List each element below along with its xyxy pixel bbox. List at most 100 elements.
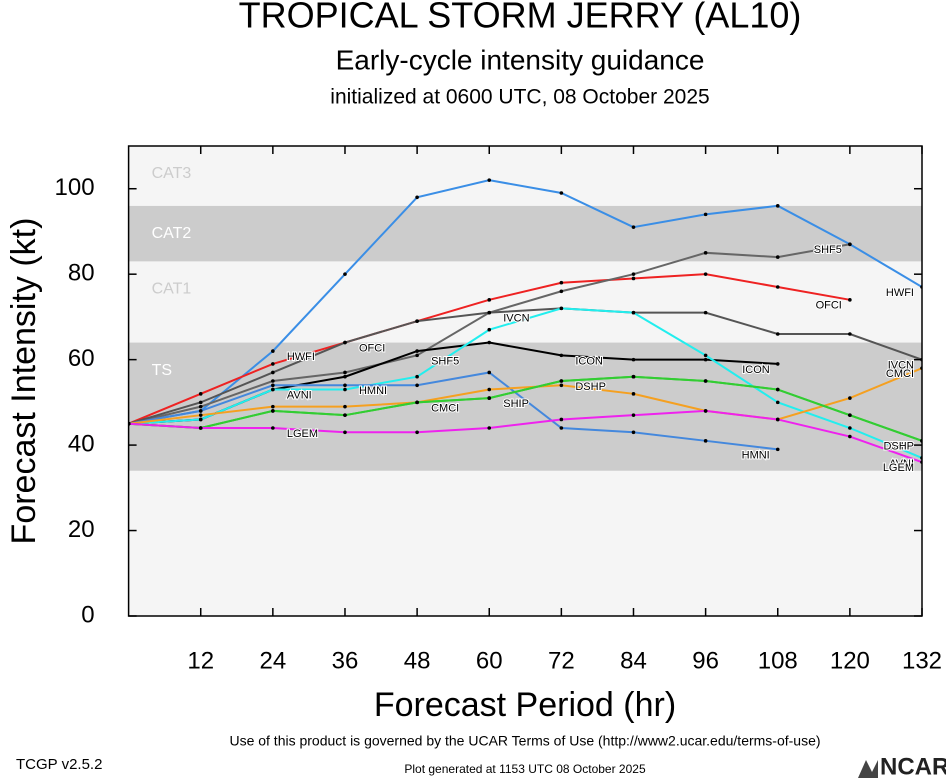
data-point [703, 310, 708, 315]
logo: NCAR [880, 753, 946, 780]
y-tick-label: 80 [68, 260, 95, 287]
data-point [271, 409, 275, 413]
data-point [848, 426, 852, 430]
data-point [775, 204, 780, 208]
x-tick-label: 132 [902, 647, 942, 674]
axes: 0 20 40 60 80 100 12 24 36 48 60 72 84 96 108 120 132 [55, 145, 942, 674]
data-point [487, 396, 492, 400]
data-point [848, 434, 852, 439]
y-tick-label: 60 [68, 345, 95, 372]
series-label: HWFI [287, 351, 315, 363]
x-tick-label: 72 [548, 647, 575, 674]
data-point [703, 272, 708, 276]
data-point [487, 327, 492, 332]
plot-frame [127, 145, 923, 617]
series-label: AVNI [889, 458, 914, 470]
series-label: DSHP [883, 441, 914, 453]
intensity-band [128, 146, 923, 206]
data-point [559, 379, 564, 383]
data-point [343, 387, 347, 392]
data-point [343, 370, 347, 375]
data-point [271, 349, 275, 353]
data-point [775, 255, 780, 259]
intensity-band [128, 205, 923, 262]
x-axis-label: Forecast Period (hr) [374, 686, 676, 724]
series-line [128, 375, 923, 442]
data-point [559, 191, 564, 195]
x-tick-label: 84 [620, 647, 647, 674]
data-point [415, 195, 419, 200]
data-point [703, 357, 708, 362]
version: TCGP v2.5.2 [16, 756, 102, 773]
x-tick-label: 12 [187, 647, 214, 674]
y-tick-label: 0 [81, 601, 94, 628]
x-tick-label: 96 [692, 647, 719, 674]
series-label: HMNI [359, 385, 387, 397]
x-tick-label: 108 [758, 647, 798, 674]
data-point [848, 396, 852, 400]
data-point [198, 417, 203, 422]
series-label: DSHP [575, 381, 606, 393]
data-point [775, 400, 780, 405]
data-point [343, 374, 347, 379]
data-point [559, 426, 564, 430]
data-point [198, 392, 203, 396]
data-point [198, 409, 203, 413]
generated: Plot generated at 1153 UTC 08 October 20… [404, 762, 646, 776]
data-point [848, 298, 852, 302]
data-point [631, 430, 636, 435]
x-tick-label: 48 [404, 647, 431, 674]
data-point [343, 430, 347, 435]
band-label: CAT1 [152, 281, 192, 298]
data-point [415, 319, 419, 323]
data-point [271, 383, 275, 388]
data-point [271, 387, 275, 392]
series-label: OFCI [359, 342, 385, 354]
series-label: IVCN [888, 360, 914, 372]
data-point [559, 383, 564, 388]
data-point [198, 413, 203, 417]
series-line [128, 307, 923, 459]
data-point [775, 387, 780, 392]
title: TROPICAL STORM JERRY (AL10) [239, 0, 802, 36]
data-point [343, 413, 347, 417]
data-point [703, 353, 708, 358]
series-line [128, 179, 923, 425]
data-point [848, 413, 852, 417]
y-tick-label: 40 [68, 430, 95, 457]
data-point [271, 370, 275, 375]
x-tick-label: 120 [830, 647, 870, 674]
data-point [631, 310, 636, 315]
data-point [775, 285, 780, 289]
data-point [703, 409, 708, 413]
data-point [631, 357, 636, 362]
series-label: SHIP [503, 398, 529, 410]
series-label: SHIP [888, 441, 914, 453]
x-tick-label: 60 [476, 647, 503, 674]
series-label: HWFI [886, 287, 914, 299]
data-point [775, 447, 780, 452]
data-point [703, 379, 708, 383]
init-time: initialized at 0600 UTC, 08 October 2025 [330, 86, 709, 109]
data-point [343, 404, 347, 409]
data-point [559, 280, 564, 285]
data-point [343, 272, 347, 276]
y-axis-label: Forecast Intensity (kt) [5, 218, 43, 545]
series-label: ICON [575, 355, 603, 367]
data-point [487, 178, 492, 182]
series-label: IVCN [503, 313, 529, 325]
band-label: TS [152, 362, 172, 379]
data-point [415, 349, 419, 353]
data-point [703, 251, 708, 255]
series-label: SHF5 [431, 355, 459, 367]
plot: TS CAT1 CAT2 CAT3 HWFI HWFI OFCI OFCI SHF5 SHF5 IV… [128, 146, 923, 616]
data-point [775, 362, 780, 366]
data-point [415, 430, 419, 435]
series-label: SHF5 [814, 244, 842, 256]
data-point [559, 306, 564, 311]
data-point [198, 404, 203, 409]
y-tick-label: 100 [55, 174, 95, 201]
data-point [631, 276, 636, 281]
data-point [415, 383, 419, 388]
